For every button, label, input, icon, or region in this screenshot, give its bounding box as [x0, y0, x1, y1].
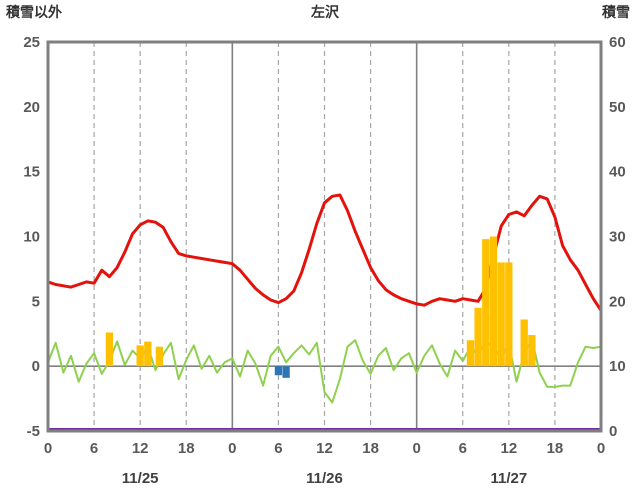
x-axis-tick-labels: 0 6 12 18 0 6 12 18 0 6 12 18 0	[44, 440, 605, 457]
date-labels: 11/25 11/26 11/27	[122, 470, 527, 487]
plot-frame	[46, 40, 603, 433]
svg-text:6: 6	[90, 440, 98, 457]
precipitation-bars	[105, 236, 536, 367]
svg-text:18: 18	[362, 440, 379, 457]
svg-text:11/27: 11/27	[490, 470, 527, 487]
svg-text:6: 6	[459, 440, 467, 457]
svg-text:11/26: 11/26	[306, 470, 343, 487]
temperature-line	[46, 193, 603, 312]
right-axis-tick-labels: 60 50 40 30 20 10 0	[609, 34, 626, 440]
svg-text:0: 0	[412, 440, 420, 457]
svg-text:0: 0	[32, 358, 40, 375]
svg-text:60: 60	[609, 34, 626, 51]
svg-text:18: 18	[547, 440, 564, 457]
svg-text:12: 12	[132, 440, 149, 457]
svg-text:0: 0	[228, 440, 236, 457]
svg-text:15: 15	[23, 164, 40, 181]
svg-text:0: 0	[609, 423, 617, 440]
svg-text:12: 12	[500, 440, 517, 457]
svg-text:0: 0	[44, 440, 52, 457]
svg-text:30: 30	[609, 229, 626, 246]
right-axis-title: 積雪	[601, 4, 630, 20]
svg-text:10: 10	[23, 229, 40, 246]
svg-text:25: 25	[23, 34, 40, 51]
svg-text:10: 10	[609, 358, 626, 375]
snowfall-bars	[274, 366, 290, 378]
left-axis-title: 積雪以外	[5, 4, 62, 20]
svg-text:50: 50	[609, 99, 626, 116]
svg-text:18: 18	[178, 440, 195, 457]
svg-text:40: 40	[609, 164, 626, 181]
svg-text:-5: -5	[27, 423, 40, 440]
svg-text:5: 5	[32, 293, 40, 310]
chart-title: 左沢	[310, 4, 340, 20]
left-axis-tick-labels: 25 20 15 10 5 0 -5	[23, 34, 40, 440]
svg-text:20: 20	[609, 293, 626, 310]
svg-text:12: 12	[316, 440, 333, 457]
svg-text:20: 20	[23, 99, 40, 116]
svg-text:6: 6	[274, 440, 282, 457]
svg-text:11/25: 11/25	[122, 470, 159, 487]
svg-text:0: 0	[597, 440, 605, 457]
